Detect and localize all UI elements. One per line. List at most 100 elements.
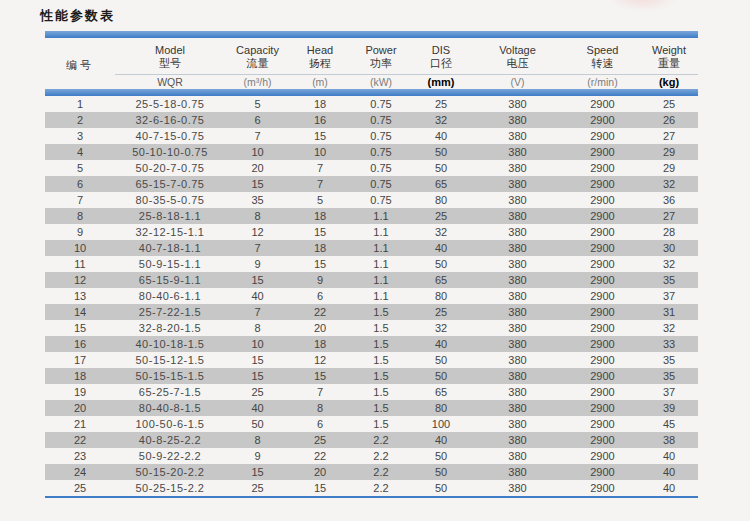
cell-speed: 2900	[565, 480, 640, 496]
cell-dis: 50	[412, 160, 470, 176]
cell-num: 4	[45, 144, 115, 160]
cell-head: 5	[290, 192, 350, 208]
cell-num: 24	[45, 464, 115, 480]
col-header-speed: Speed 转速	[565, 38, 640, 74]
cell-model: 32-6-16-0.75	[115, 112, 225, 128]
cell-power: 1.5	[350, 336, 412, 352]
cell-weight: 29	[640, 144, 698, 160]
cell-speed: 2900	[565, 160, 640, 176]
cell-num: 20	[45, 400, 115, 416]
cell-model: 50-15-20-2.2	[115, 464, 225, 480]
cell-capacity: 40	[225, 288, 290, 304]
cell-model: 32-8-20-1.5	[115, 320, 225, 336]
cell-model: 50-15-15-1.5	[115, 368, 225, 384]
col-header-model-zh: 型号	[115, 57, 225, 70]
unit-weight: (kg)	[640, 74, 698, 89]
cell-weight: 32	[640, 256, 698, 272]
cell-capacity: 35	[225, 192, 290, 208]
table-row: 1750-15-12-1.515121.550380290035	[45, 352, 698, 368]
cell-dis: 50	[412, 480, 470, 496]
table-row: 1425-7-22-1.57221.525380290031	[45, 304, 698, 320]
cell-head: 15	[290, 128, 350, 144]
cell-model: 50-10-10-0.75	[115, 144, 225, 160]
col-header-dis: DIS 口径	[412, 38, 470, 74]
col-header-weight-zh: 重量	[640, 57, 698, 70]
cell-head: 18	[290, 208, 350, 224]
cell-dis: 25	[412, 96, 470, 112]
cell-voltage: 380	[470, 304, 565, 320]
cell-weight: 32	[640, 320, 698, 336]
cell-power: 1.5	[350, 368, 412, 384]
cell-weight: 29	[640, 160, 698, 176]
cell-model: 50-15-12-1.5	[115, 352, 225, 368]
cell-weight: 45	[640, 416, 698, 432]
cell-weight: 40	[640, 464, 698, 480]
cell-speed: 2900	[565, 448, 640, 464]
cell-dis: 50	[412, 448, 470, 464]
table-row: 2550-25-15-2.225152.250380290040	[45, 480, 698, 496]
cell-num: 14	[45, 304, 115, 320]
cell-model: 65-15-7-0.75	[115, 176, 225, 192]
cell-weight: 35	[640, 272, 698, 288]
cell-capacity: 12	[225, 224, 290, 240]
cell-capacity: 9	[225, 448, 290, 464]
cell-voltage: 380	[470, 480, 565, 496]
cell-speed: 2900	[565, 256, 640, 272]
cell-voltage: 380	[470, 352, 565, 368]
cell-capacity: 7	[225, 128, 290, 144]
cell-power: 0.75	[350, 144, 412, 160]
cell-capacity: 20	[225, 160, 290, 176]
cell-weight: 28	[640, 224, 698, 240]
cell-head: 7	[290, 160, 350, 176]
cell-power: 1.5	[350, 320, 412, 336]
col-header-capacity-zh: 流量	[225, 57, 290, 70]
cell-num: 23	[45, 448, 115, 464]
cell-head: 22	[290, 304, 350, 320]
cell-model: 50-25-15-2.2	[115, 480, 225, 496]
cell-voltage: 380	[470, 256, 565, 272]
cell-dis: 65	[412, 176, 470, 192]
cell-voltage: 380	[470, 224, 565, 240]
cell-voltage: 380	[470, 240, 565, 256]
cell-capacity: 6	[225, 112, 290, 128]
table-row: 125-5-18-0.755180.7525380290025	[45, 96, 698, 112]
cell-voltage: 380	[470, 112, 565, 128]
cell-dis: 65	[412, 384, 470, 400]
cell-power: 2.2	[350, 480, 412, 496]
cell-power: 1.1	[350, 288, 412, 304]
cell-weight: 37	[640, 288, 698, 304]
cell-power: 1.1	[350, 240, 412, 256]
col-header-speed-zh: 转速	[565, 57, 640, 70]
cell-weight: 33	[640, 336, 698, 352]
cell-speed: 2900	[565, 112, 640, 128]
col-header-head: Head 扬程	[290, 38, 350, 74]
col-header-power-zh: 功率	[350, 57, 412, 70]
cell-num: 25	[45, 480, 115, 496]
cell-power: 1.5	[350, 304, 412, 320]
cell-capacity: 15	[225, 352, 290, 368]
page-title: 性能参数表	[40, 7, 115, 25]
cell-capacity: 25	[225, 480, 290, 496]
cell-speed: 2900	[565, 144, 640, 160]
cell-weight: 27	[640, 128, 698, 144]
col-header-model-en: Model	[115, 44, 225, 57]
cell-weight: 39	[640, 400, 698, 416]
cell-voltage: 380	[470, 192, 565, 208]
cell-dis: 50	[412, 464, 470, 480]
cell-dis: 50	[412, 368, 470, 384]
cell-capacity: 10	[225, 144, 290, 160]
cell-num: 6	[45, 176, 115, 192]
cell-num: 5	[45, 160, 115, 176]
cell-voltage: 380	[470, 96, 565, 112]
cell-model: 25-8-18-1.1	[115, 208, 225, 224]
table-row: 2350-9-22-2.29222.250380290040	[45, 448, 698, 464]
header-row-labels: 编号 Model 型号 Capacity 流量 Head 扬程 Power 功率	[45, 38, 698, 74]
cell-dis: 80	[412, 400, 470, 416]
cell-power: 0.75	[350, 112, 412, 128]
col-header-model: Model 型号	[115, 38, 225, 74]
table-row: 1965-25-7-1.52571.565380290037	[45, 384, 698, 400]
unit-model: WQR	[115, 74, 225, 89]
cell-dis: 32	[412, 224, 470, 240]
unit-head: (m)	[290, 74, 350, 89]
cell-capacity: 15	[225, 464, 290, 480]
